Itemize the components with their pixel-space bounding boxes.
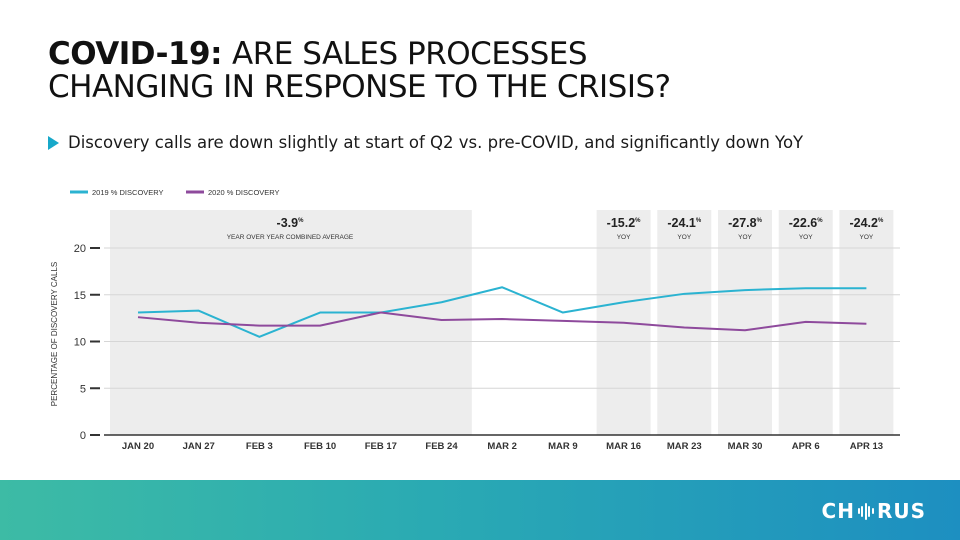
annotation-label: YOY bbox=[738, 234, 752, 241]
x-tick-label: FEB 24 bbox=[425, 441, 458, 452]
series-2020-line bbox=[137, 311, 867, 332]
x-tick-label: APR 13 bbox=[850, 441, 883, 452]
x-tick-label: FEB 3 bbox=[246, 441, 273, 452]
x-tick-label: MAR 2 bbox=[487, 441, 517, 452]
legend-label: 2020 % DISCOVERY bbox=[208, 188, 280, 197]
x-tick-label: MAR 23 bbox=[667, 441, 702, 452]
x-tick-label: MAR 30 bbox=[728, 441, 763, 452]
annotation-value: -22.6% bbox=[789, 216, 824, 230]
title-line1: ARE SALES PROCESSES bbox=[232, 36, 588, 72]
series-2019-line bbox=[137, 286, 867, 338]
x-tick-label: JAN 27 bbox=[183, 441, 215, 452]
annotation-value: -27.8% bbox=[728, 216, 763, 230]
legend: 2019 % DISCOVERY 2020 % DISCOVERY bbox=[70, 188, 280, 197]
x-tick-label: APR 6 bbox=[792, 441, 820, 452]
x-tick-label: FEB 10 bbox=[304, 441, 336, 452]
y-axis: 0 5 10 15 20 bbox=[74, 243, 100, 442]
title-line2: CHANGING IN RESPONSE TO THE CRISIS? bbox=[48, 69, 671, 105]
x-tick-label: MAR 16 bbox=[606, 441, 641, 452]
x-tick-label: FEB 17 bbox=[365, 441, 397, 452]
title-bold: COVID-19: bbox=[48, 36, 223, 72]
annotation-value: -15.2% bbox=[607, 216, 642, 230]
annotation-value: -24.1% bbox=[667, 216, 702, 230]
y-axis-label: PERCENTAGE OF DISCOVERY CALLS bbox=[50, 262, 59, 406]
annotation-value: -3.9% bbox=[277, 216, 305, 230]
annotation-value: -24.2% bbox=[849, 216, 884, 230]
annotation-region bbox=[110, 210, 472, 435]
series-lines bbox=[137, 286, 867, 338]
y-tick-label: 15 bbox=[74, 290, 86, 302]
slide-title: COVID-19: ARE SALES PROCESSES CHANGING IN… bbox=[48, 38, 671, 104]
x-axis: JAN 20 JAN 27 FEB 3 FEB 10 FEB 17 FEB 24 MAR 2… bbox=[104, 434, 900, 452]
annotations: -3.9% YEAR OVER YEAR COMBINED AVERAGE -15.… bbox=[227, 216, 884, 241]
y-tick-label: 20 bbox=[74, 243, 86, 255]
y-tick-label: 10 bbox=[74, 337, 86, 349]
annotation-label: YOY bbox=[617, 234, 631, 241]
discovery-line-chart: 0 5 10 15 20 JAN 20 JAN 27 FEB 3 FEB 10 FEB 17 FE… bbox=[50, 188, 900, 452]
legend-label: 2019 % DISCOVERY bbox=[92, 188, 164, 197]
annotation-label: YOY bbox=[677, 234, 691, 241]
logo-text-left: CH bbox=[821, 499, 855, 523]
annotation-region bbox=[657, 210, 712, 435]
bullet-point: Discovery calls are down slightly at sta… bbox=[48, 133, 803, 152]
bullet-triangle-icon bbox=[48, 135, 59, 150]
grid-lines bbox=[104, 247, 900, 389]
y-tick-label: 5 bbox=[80, 383, 86, 395]
y-tick-label: 0 bbox=[80, 430, 86, 442]
annotation-label: YEAR OVER YEAR COMBINED AVERAGE bbox=[227, 234, 354, 241]
sound-wave-icon bbox=[857, 501, 874, 521]
footer-bar: CH RUS bbox=[0, 480, 960, 540]
annotation-region bbox=[718, 210, 772, 435]
annotation-label: YOY bbox=[860, 234, 874, 241]
chorus-logo: CH RUS bbox=[822, 499, 926, 523]
bullet-text: Discovery calls are down slightly at sta… bbox=[68, 133, 804, 152]
logo-text-right: RUS bbox=[876, 499, 926, 523]
x-tick-label: JAN 20 bbox=[122, 441, 154, 452]
x-tick-label: MAR 9 bbox=[548, 441, 578, 452]
annotation-label: YOY bbox=[799, 234, 813, 241]
